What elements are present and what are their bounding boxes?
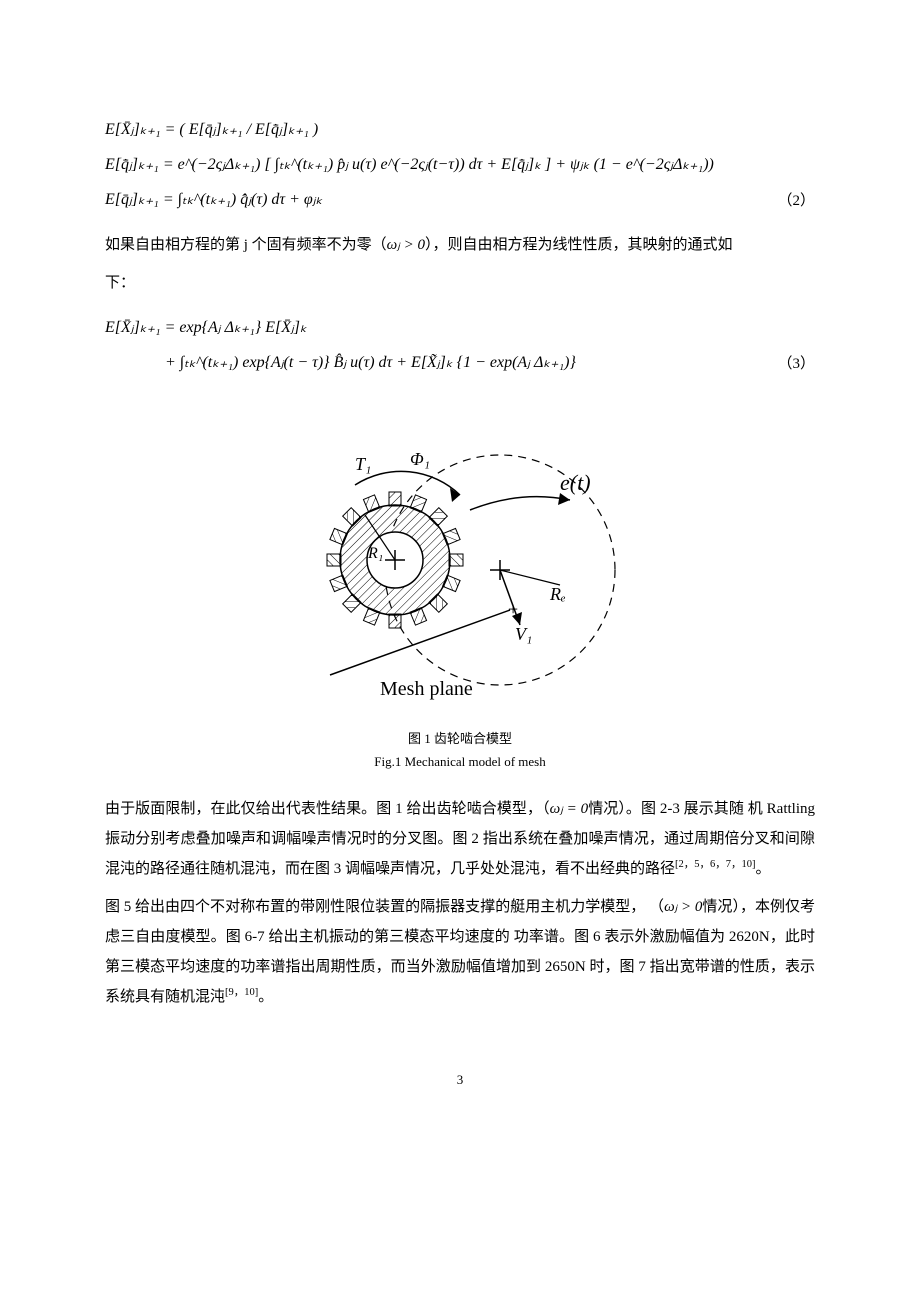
label-Re: Rₑ [549, 584, 566, 604]
paragraph-2: 由于版面限制，在此仅给出代表性结果。图 1 给出齿轮啮合模型，（ωⱼ = 0情况… [105, 794, 815, 884]
label-plus: + [508, 599, 518, 619]
p2-after: 情况）。图 2-3 展示其随 [588, 801, 744, 817]
label-et: e(t) [560, 470, 591, 495]
p3-refs: [9，10] [225, 987, 258, 998]
paragraph-3: 图 5 给出由四个不对称布置的带刚性限位装置的隔振器支撑的艇用主机力学模型， （… [105, 892, 815, 1012]
et-arrow-path [470, 497, 570, 510]
p3-end: 。 [258, 989, 273, 1005]
equation-2-line3: E[q̄ⱼ]ₖ₊₁ = ∫ₜₖ^(tₖ₊₁) q̂̇ⱼ(τ) dτ + φⱼₖ [105, 182, 322, 217]
p2-math: ωⱼ = 0 [550, 801, 588, 817]
equation-2-line2: E[q̇̄ⱼ]ₖ₊₁ = e^(−2ςⱼΔₖ₊₁) [ ∫ₜₖ^(tₖ₊₁) p… [105, 147, 815, 182]
equation-3-line2: + ∫ₜₖ^(tₖ₊₁) exp{Aⱼ(t − τ)} B̂ⱼ u(τ) dτ … [105, 345, 576, 380]
figure-1-caption-en: Fig.1 Mechanical model of mesh [105, 750, 815, 773]
p3-line1: 图 5 给出由四个不对称布置的带刚性限位装置的隔振器支撑的艇用主机力学模型， [105, 899, 645, 915]
equation-2-line1: E[X̄ⱼ]ₖ₊₁ = ( E[q̄ⱼ]ₖ₊₁ / E[q̇̄ⱼ]ₖ₊₁ ) [105, 112, 815, 147]
p2-end: 。 [756, 861, 771, 877]
p1-text-before: 如果自由相方程的第 j 个固有频率不为零（ [105, 237, 387, 253]
p2-refs: [2，5，6，7，10] [675, 859, 756, 870]
p2-before: 由于版面限制，在此仅给出代表性结果。图 1 给出齿轮啮合模型，（ [105, 801, 550, 817]
figure-1-caption-cn: 图 1 齿轮啮合模型 [105, 727, 815, 750]
label-T1: T₁ [355, 454, 371, 474]
paragraph-1-end: 下： [105, 268, 815, 298]
gear-mesh-diagram: T₁ Φ₁ e(t) R₁ Rₑ + V₁ Mesh plane [250, 410, 670, 710]
label-R1: R₁ [367, 545, 383, 562]
label-mesh-plane: Mesh plane [380, 678, 473, 700]
equation-3-line1: E[X̄ⱼ]ₖ₊₁ = exp{Aⱼ Δₖ₊₁} E[X̄ⱼ]ₖ [105, 310, 815, 345]
label-Phi1: Φ₁ [410, 449, 430, 469]
label-V1: V₁ [515, 624, 532, 644]
p1-text-after: ），则自由相方程为线性性质，其映射的通式如 [425, 237, 733, 253]
p3-before: （ [649, 899, 664, 915]
figure-1: T₁ Φ₁ e(t) R₁ Rₑ + V₁ Mesh plane [105, 410, 815, 774]
equation-3-number: （3） [757, 352, 815, 373]
rotation-arc [355, 471, 460, 495]
equation-3-block: E[X̄ⱼ]ₖ₊₁ = exp{Aⱼ Δₖ₊₁} E[X̄ⱼ]ₖ + ∫ₜₖ^(… [105, 310, 815, 380]
page-number: 3 [105, 1072, 815, 1088]
equation-2-number: （2） [757, 189, 815, 210]
p3-math: ωⱼ > 0 [664, 899, 702, 915]
re-line [500, 570, 560, 585]
equation-2-block: E[X̄ⱼ]ₖ₊₁ = ( E[q̄ⱼ]ₖ₊₁ / E[q̇̄ⱼ]ₖ₊₁ ) E… [105, 112, 815, 218]
figure-1-caption: 图 1 齿轮啮合模型 Fig.1 Mechanical model of mes… [105, 727, 815, 774]
paragraph-1: 如果自由相方程的第 j 个固有频率不为零（ωⱼ > 0），则自由相方程为线性性质… [105, 230, 815, 260]
p1-math: ωⱼ > 0 [387, 237, 425, 253]
